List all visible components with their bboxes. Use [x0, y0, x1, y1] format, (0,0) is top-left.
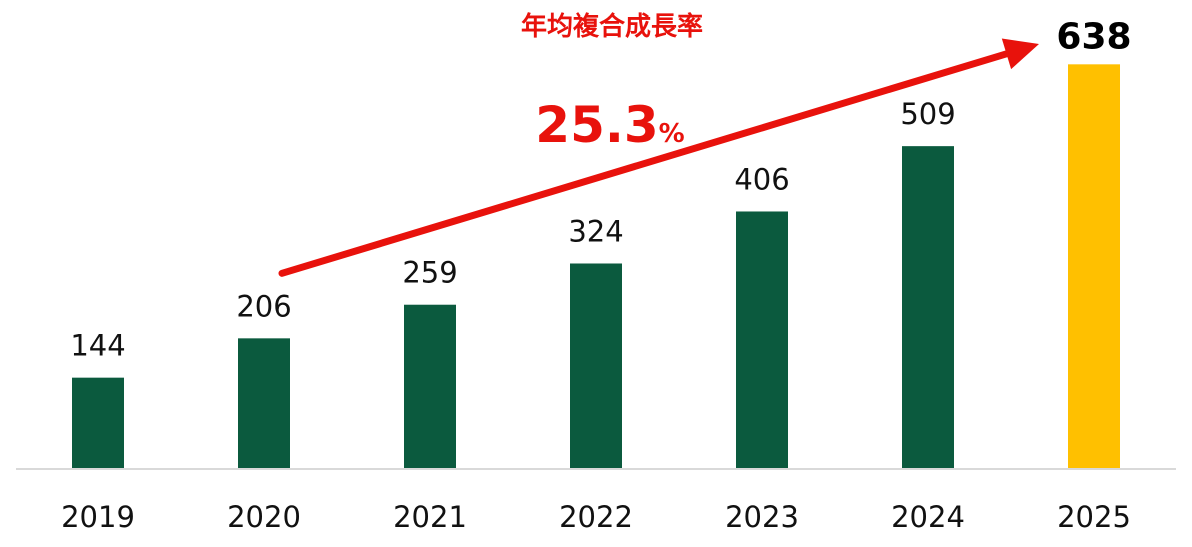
bar-2023 [736, 211, 788, 470]
x-tick-2021: 2021 [393, 500, 467, 534]
cagr-arrow-line [278, 49, 1014, 277]
x-tick-labels-group: 2019 2020 2021 2022 2023 2024 2025 [61, 500, 1131, 534]
cagr-value-text: 25.3% [535, 96, 684, 154]
x-tick-2020: 2020 [227, 500, 301, 534]
bar-2020 [238, 338, 290, 469]
bar-2024 [902, 146, 954, 470]
cagr-value: 25.3 [535, 96, 658, 154]
value-label-2024: 509 [900, 97, 955, 131]
cagr-annotation: 年均複合成長率 25.3% [278, 11, 1039, 277]
cagr-arrow-head [1001, 38, 1039, 70]
cagr-unit: % [659, 119, 685, 149]
bars-group [72, 64, 1120, 470]
value-label-2023: 406 [734, 162, 789, 196]
bar-2021 [404, 304, 456, 469]
bar-2022 [570, 263, 622, 469]
value-label-2020: 206 [236, 289, 291, 323]
x-tick-2025: 2025 [1057, 500, 1131, 534]
value-label-2019: 144 [70, 329, 125, 363]
bar-2025 [1068, 64, 1120, 469]
value-labels-group: 144 206 259 324 406 509 638 [70, 16, 1131, 362]
value-label-2021: 259 [402, 256, 457, 290]
x-tick-2024: 2024 [891, 500, 965, 534]
bar-2019 [72, 377, 124, 469]
x-tick-2019: 2019 [61, 500, 135, 534]
x-tick-2022: 2022 [559, 500, 633, 534]
x-tick-2023: 2023 [725, 500, 799, 534]
cagr-title: 年均複合成長率 [521, 11, 703, 42]
value-label-2025: 638 [1056, 16, 1131, 57]
value-label-2022: 324 [568, 214, 623, 248]
